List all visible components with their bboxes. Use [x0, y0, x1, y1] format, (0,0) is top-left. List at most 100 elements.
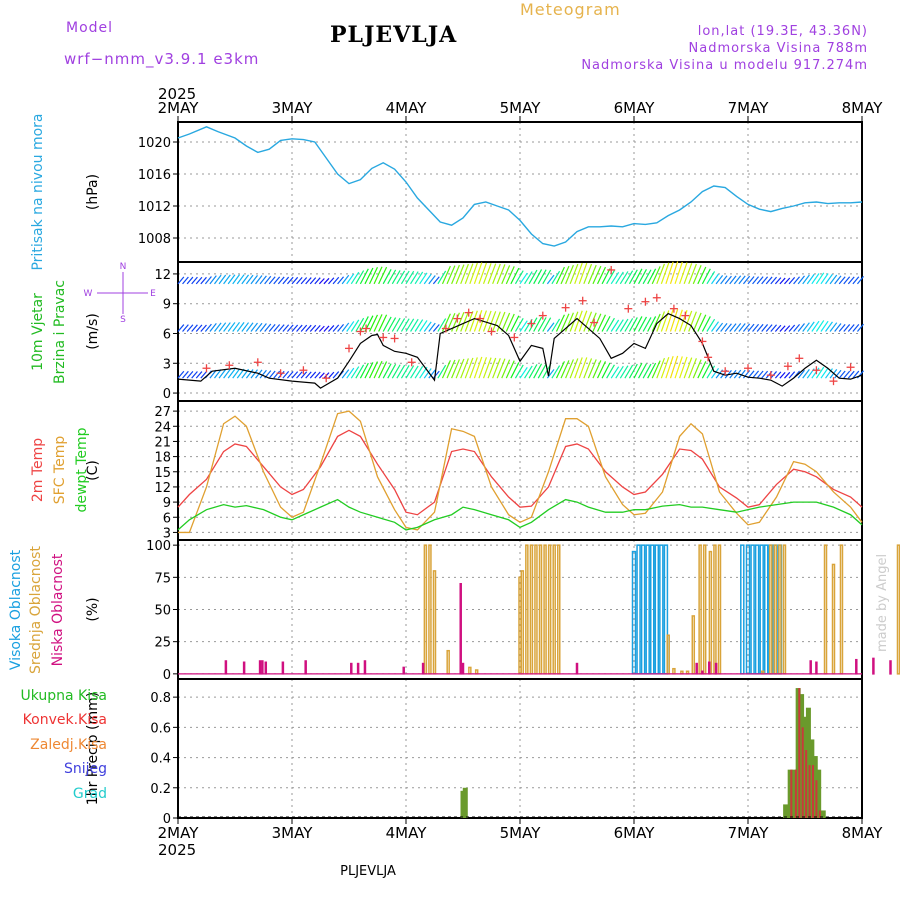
gust-marker	[202, 364, 211, 373]
wind-arrow	[182, 276, 189, 285]
wind-arrow	[551, 318, 561, 332]
mid-cloud-bar	[831, 563, 836, 675]
high-cloud-bar	[754, 544, 760, 675]
wind-arrow	[496, 311, 506, 332]
model-elevation-label: Nadmorska Visina u modelu 917.274m	[581, 58, 868, 73]
temp-label: dewpt Temp	[74, 427, 90, 512]
y-tick-label: 1020	[138, 136, 171, 151]
wind-arrow	[510, 315, 520, 332]
wind-arrow	[820, 320, 829, 332]
wind-arrow	[245, 322, 254, 332]
wind-arrow	[720, 323, 728, 332]
total-precip-bar	[812, 756, 818, 818]
gust-marker	[766, 371, 775, 380]
wind-arrow	[852, 370, 860, 379]
pressure-line	[177, 126, 863, 247]
wind-arrow	[209, 275, 217, 285]
wind-arrow	[428, 369, 436, 379]
wind-arrow	[752, 276, 760, 285]
wind-arrow	[505, 266, 515, 285]
wind-arrow	[688, 263, 697, 285]
wind-arrow	[382, 269, 392, 285]
mid-cloud-bar	[839, 544, 844, 675]
wind-arrow	[496, 264, 506, 285]
wind-arrow	[359, 362, 369, 379]
wind-arrow	[264, 323, 272, 332]
wind-arrow	[784, 325, 791, 332]
wind-arrow	[382, 363, 392, 379]
wind-arrow	[510, 267, 520, 285]
wind-arrow	[843, 324, 851, 332]
low-cloud-bar	[889, 660, 892, 675]
wind-arrow	[825, 368, 833, 379]
wind-arrow	[628, 363, 638, 379]
wind-arrow	[537, 363, 547, 379]
wind-arrow	[232, 321, 241, 332]
mid-cloud-bar	[666, 634, 670, 675]
wind-arrow	[642, 269, 652, 285]
wind-arrow	[692, 312, 702, 332]
mid-cloud-bar	[520, 570, 525, 675]
wind-arrow	[501, 359, 511, 379]
wind-arrow	[834, 323, 842, 332]
precip-label: Ukupna Kisa	[20, 688, 107, 704]
wind-arrow	[496, 358, 506, 379]
wind-arrow	[565, 312, 574, 332]
wind-arrow	[195, 276, 203, 285]
wind-arrow	[346, 367, 355, 379]
wind-arrow	[715, 322, 724, 332]
mid-cloud-bar	[552, 544, 556, 675]
mid-cloud-bar	[534, 544, 538, 675]
wind-arrow	[665, 261, 674, 285]
gust-marker	[225, 361, 234, 370]
wind-arrow	[711, 367, 720, 379]
y-tick-label: 18	[154, 451, 171, 466]
low-cloud-bar	[356, 662, 360, 675]
wind-arrow	[788, 276, 796, 285]
wind-arrow	[305, 277, 312, 285]
wind-arrow	[847, 276, 855, 285]
wind-arrow	[524, 365, 533, 379]
wind-arrow	[309, 277, 317, 285]
wind-arrow	[628, 317, 638, 332]
wind-arrow	[414, 365, 424, 379]
wind-arrow	[665, 355, 674, 379]
wind-arrow	[469, 262, 478, 285]
wind-arrow	[214, 274, 222, 285]
wind-arrow	[368, 361, 379, 379]
wind-arrow	[738, 369, 746, 379]
wind-arrow	[569, 263, 579, 285]
wind-arrow	[355, 364, 365, 379]
y-tick-label: 75	[154, 571, 171, 586]
mid-cloud-bar	[538, 544, 543, 675]
gust-marker	[624, 304, 633, 313]
wind-arrow	[583, 311, 593, 332]
wind-arrow	[615, 365, 624, 379]
wind-arrow	[182, 370, 189, 379]
wind-arrow	[241, 322, 250, 332]
lonlat-label: lon,lat (19.3E, 43.36N)	[697, 24, 868, 39]
wind-arrow	[236, 274, 245, 285]
wind-arrow	[601, 315, 611, 332]
gust-marker	[846, 363, 855, 372]
wind-arrow	[656, 357, 666, 379]
wind-arrow	[852, 276, 860, 285]
conv-precip-bar	[808, 765, 811, 818]
low-cloud-bar	[281, 661, 285, 675]
bottom-date-label: 5MAY	[500, 824, 542, 842]
wind-arrow	[227, 368, 236, 379]
wind-arrow	[711, 321, 720, 332]
wind-arrow	[856, 323, 864, 332]
wind-arrow	[282, 276, 290, 285]
compass-west: W	[84, 289, 93, 299]
wind-arrow	[314, 371, 321, 379]
wind-arrow	[838, 323, 846, 332]
wind-arrow	[628, 269, 638, 285]
wind-arrow	[829, 274, 838, 285]
wind-arrow	[428, 322, 436, 332]
wind-arrow	[300, 324, 308, 332]
wind-arrow	[825, 321, 833, 332]
y-tick-label: 27	[154, 405, 171, 420]
wind-arrow	[555, 266, 565, 285]
